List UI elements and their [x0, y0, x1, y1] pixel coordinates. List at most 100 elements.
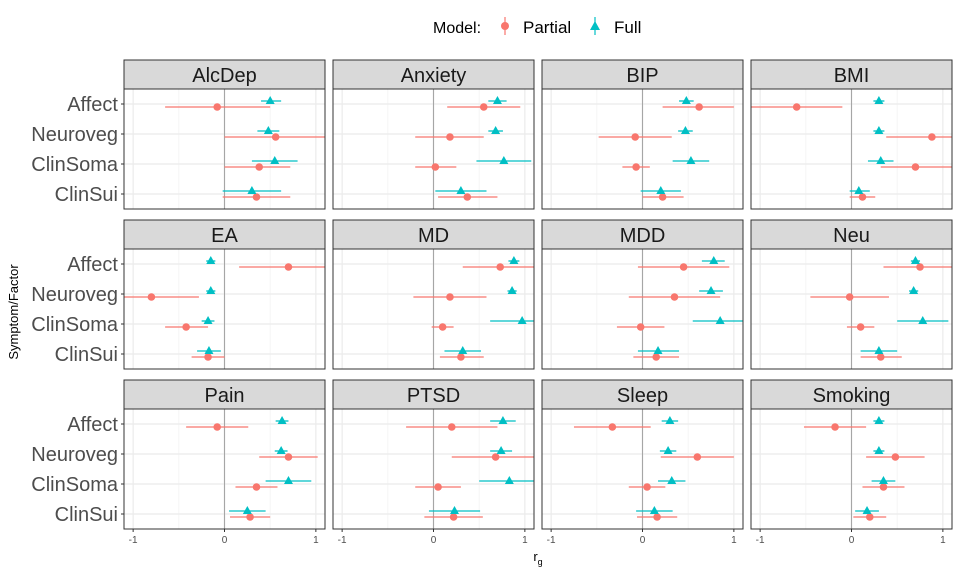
full-point [509, 256, 519, 264]
panel-data [573, 416, 734, 521]
full-point [665, 416, 675, 424]
legend: Model: Partial Full [433, 17, 641, 37]
panel-border [123, 88, 326, 210]
facet-md: MD [332, 219, 535, 370]
full-point [709, 256, 719, 264]
full-point [242, 506, 252, 514]
legend-circle-icon [501, 22, 509, 30]
facet-strip [332, 379, 535, 410]
facet-title: Sleep [617, 385, 668, 407]
panel-data [165, 96, 325, 201]
facet-title: Anxiety [401, 65, 467, 87]
full-point [874, 446, 884, 454]
facet-anxiety: Anxiety [332, 59, 535, 210]
partial-point [252, 483, 261, 491]
partial-point [865, 513, 874, 521]
partial-point [457, 353, 465, 361]
y-tick-label: ClinSui [55, 504, 118, 526]
partial-point [695, 103, 703, 111]
partial-point [449, 513, 458, 521]
partial-point [204, 353, 212, 361]
facet-panels: AlcDep Affect Neuroveg ClinSoma ClinSui Anxie… [31, 59, 953, 546]
full-point [909, 286, 919, 294]
panel-data [751, 96, 952, 201]
full-point [204, 346, 214, 354]
y-tick-label: Affect [67, 414, 118, 436]
full-point [876, 156, 886, 164]
partial-point [246, 513, 254, 521]
y-tick-label: Neuroveg [31, 284, 118, 306]
legend-label-partial: Partial [523, 18, 571, 37]
partial-point [928, 133, 936, 141]
panel-data [810, 256, 952, 361]
facet-sleep: Sleep -1 0 1 [541, 379, 744, 546]
facet-title: Smoking [813, 385, 891, 407]
facet-title: MDD [620, 225, 666, 247]
facet-strip [123, 59, 326, 90]
full-point [498, 416, 508, 424]
full-point [456, 186, 466, 194]
y-axis-label: Symptom/Factor [6, 264, 21, 360]
partial-point [876, 353, 885, 361]
partial-point [434, 483, 442, 491]
partial-point [831, 423, 839, 431]
full-point [265, 96, 275, 104]
legend-entry-partial: Partial [501, 17, 571, 37]
full-point [450, 506, 460, 514]
facet-smoking: Smoking -1 0 1 [750, 379, 953, 546]
partial-point [653, 513, 661, 521]
partial-point [147, 293, 156, 301]
full-point [680, 126, 690, 134]
full-point [507, 286, 517, 294]
panel-border [541, 248, 744, 370]
full-point [491, 126, 501, 134]
y-tick-label: Affect [67, 94, 118, 116]
panel-data [415, 96, 532, 201]
facet-strip [541, 219, 744, 250]
panel-border [123, 248, 326, 370]
facet-title: BMI [834, 65, 870, 87]
partial-point [636, 323, 645, 331]
full-point [492, 96, 502, 104]
partial-point [643, 483, 651, 491]
facet-strip [541, 59, 744, 90]
partial-point [916, 263, 924, 271]
full-point [276, 446, 286, 454]
partial-point [891, 453, 900, 461]
x-tick-label: -1 [338, 535, 347, 546]
partial-point [632, 163, 640, 171]
y-tick-label: ClinSoma [31, 314, 119, 336]
partial-point [911, 163, 920, 171]
partial-point [858, 193, 867, 201]
partial-point [284, 263, 293, 271]
facet-strip [123, 379, 326, 410]
x-tick-label: -1 [547, 535, 556, 546]
panel-data [803, 416, 925, 521]
full-point [504, 476, 514, 484]
full-point [206, 256, 216, 264]
y-tick-label: ClinSui [55, 344, 118, 366]
partial-point [252, 193, 261, 201]
facet-title: BIP [626, 65, 658, 87]
x-tick-label: 1 [731, 535, 737, 546]
partial-point [463, 193, 472, 201]
facet-title: PTSD [407, 385, 460, 407]
partial-point [652, 353, 661, 361]
panel-data [413, 256, 534, 361]
facet-bmi: BMI [750, 59, 953, 210]
x-tick-label: 0 [431, 535, 437, 546]
full-point [247, 186, 257, 194]
facet-strip [541, 379, 744, 410]
full-point [499, 156, 509, 164]
partial-point [213, 423, 221, 431]
x-tick-label: 0 [640, 535, 646, 546]
partial-point [284, 453, 293, 461]
facet-strip [750, 219, 953, 250]
x-tick-label: -1 [129, 535, 138, 546]
x-tick-label: -1 [756, 535, 765, 546]
full-point [874, 416, 884, 424]
partial-point [792, 103, 801, 111]
partial-point [479, 103, 488, 111]
facet-title: MD [418, 225, 449, 247]
facet-strip [750, 379, 953, 410]
